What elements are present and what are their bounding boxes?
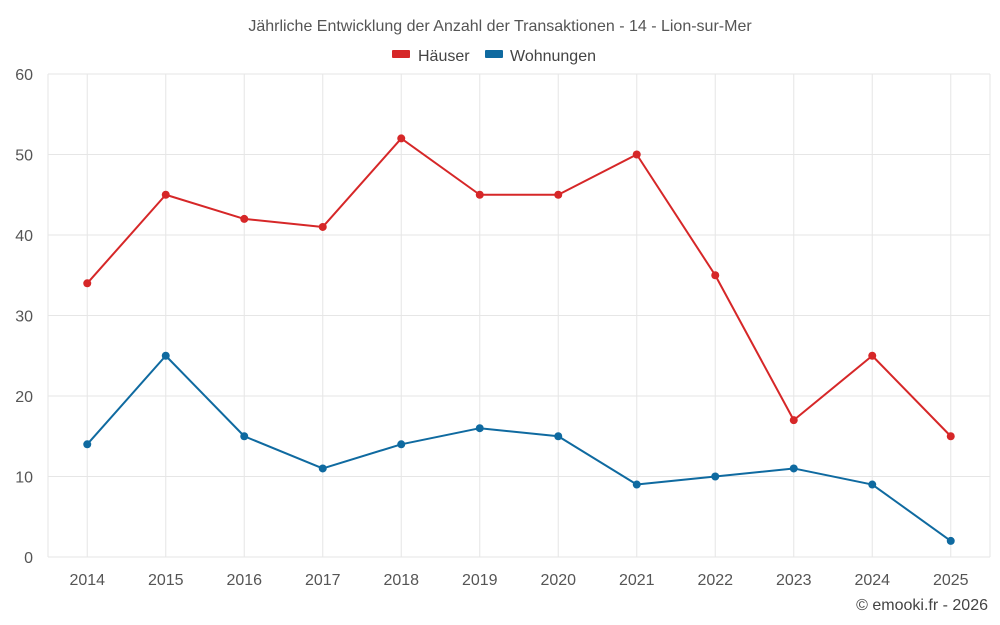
legend-label-haeuser: Häuser bbox=[418, 48, 470, 65]
y-tick-label: 10 bbox=[15, 470, 33, 487]
x-tick-label: 2019 bbox=[462, 572, 498, 589]
data-point-wohnungen-2014[interactable] bbox=[83, 440, 92, 449]
data-point-hauser-2021[interactable] bbox=[632, 150, 641, 159]
x-tick-label: 2016 bbox=[226, 572, 262, 589]
series-group bbox=[83, 134, 955, 545]
legend: Häuser Wohnungen bbox=[392, 48, 596, 65]
data-point-wohnungen-2017[interactable] bbox=[318, 464, 327, 473]
data-point-hauser-2016[interactable] bbox=[240, 214, 249, 223]
data-point-hauser-2023[interactable] bbox=[789, 416, 798, 425]
y-tick-label: 60 bbox=[15, 67, 33, 84]
legend-swatch-haeuser bbox=[392, 50, 410, 58]
data-point-hauser-2015[interactable] bbox=[161, 190, 170, 199]
data-point-hauser-2020[interactable] bbox=[554, 190, 563, 199]
data-point-wohnungen-2020[interactable] bbox=[554, 432, 563, 441]
data-point-wohnungen-2018[interactable] bbox=[397, 440, 406, 449]
data-point-hauser-2014[interactable] bbox=[83, 279, 92, 288]
x-tick-label: 2015 bbox=[148, 572, 184, 589]
data-point-wohnungen-2016[interactable] bbox=[240, 432, 249, 441]
x-tick-label: 2024 bbox=[854, 572, 890, 589]
y-axis: 0 10 20 30 40 50 60 bbox=[15, 67, 33, 567]
x-axis: 2014 2015 2016 2017 2018 2019 2020 2021 2022 2023… bbox=[69, 572, 968, 589]
x-tick-label: 2018 bbox=[383, 572, 419, 589]
x-tick-label: 2025 bbox=[933, 572, 969, 589]
y-tick-label: 0 bbox=[24, 550, 33, 567]
y-tick-label: 30 bbox=[15, 309, 33, 326]
credit-text: © emooki.fr - 2026 bbox=[856, 597, 988, 614]
data-point-wohnungen-2024[interactable] bbox=[868, 480, 877, 489]
data-point-wohnungen-2019[interactable] bbox=[475, 424, 484, 433]
chart-title: Jährliche Entwicklung der Anzahl der Tra… bbox=[248, 18, 752, 35]
x-tick-label: 2020 bbox=[540, 572, 576, 589]
data-point-hauser-2024[interactable] bbox=[868, 351, 877, 360]
x-tick-label: 2023 bbox=[776, 572, 812, 589]
data-point-hauser-2019[interactable] bbox=[475, 190, 484, 199]
legend-label-wohnungen: Wohnungen bbox=[510, 48, 596, 65]
legend-swatch-wohnungen bbox=[485, 50, 503, 58]
legend-item-wohnungen[interactable]: Wohnungen bbox=[485, 48, 596, 65]
data-point-wohnungen-2022[interactable] bbox=[711, 472, 720, 481]
y-tick-label: 40 bbox=[15, 228, 33, 245]
data-point-hauser-2018[interactable] bbox=[397, 134, 406, 143]
data-point-wohnungen-2023[interactable] bbox=[789, 464, 798, 473]
series-line-hauser bbox=[86, 137, 952, 437]
y-tick-label: 50 bbox=[15, 148, 33, 165]
x-tick-label: 2022 bbox=[697, 572, 733, 589]
data-point-wohnungen-2021[interactable] bbox=[632, 480, 641, 489]
x-tick-label: 2017 bbox=[305, 572, 341, 589]
data-point-hauser-2022[interactable] bbox=[711, 271, 720, 280]
x-tick-label: 2021 bbox=[619, 572, 655, 589]
series-line-wohnungen bbox=[86, 354, 952, 542]
grid bbox=[47, 73, 991, 558]
data-point-wohnungen-2025[interactable] bbox=[946, 536, 955, 545]
y-tick-label: 20 bbox=[15, 389, 33, 406]
data-point-wohnungen-2015[interactable] bbox=[161, 351, 170, 360]
data-point-hauser-2017[interactable] bbox=[318, 222, 327, 231]
x-tick-label: 2014 bbox=[69, 572, 105, 589]
legend-item-haeuser[interactable]: Häuser bbox=[392, 48, 470, 65]
data-point-hauser-2025[interactable] bbox=[946, 432, 955, 441]
